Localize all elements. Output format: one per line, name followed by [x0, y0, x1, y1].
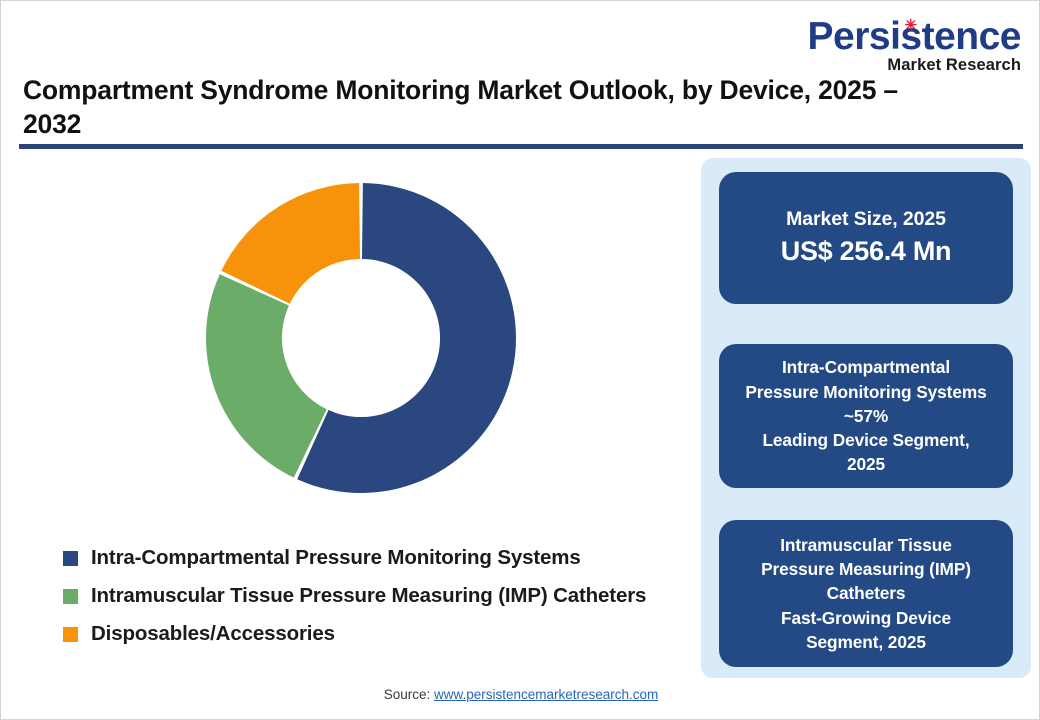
card-fast-growing-line-5: Segment, 2025: [806, 631, 926, 652]
legend-item-intra-compartmental-pressure-monitoring-systems[interactable]: Intra-Compartmental Pressure Monitoring …: [63, 539, 693, 577]
donut-chart-svg: Intra-Compartmental Pressure Monitoring …: [206, 183, 516, 494]
card-fast-growing-segment: Intramuscular Tissue Pressure Measuring …: [719, 520, 1013, 667]
card-leading-segment-year: 2025: [846, 454, 886, 475]
legend-swatch-icon: [63, 550, 78, 566]
card-leading-segment-line-1: Intra-Compartmental: [781, 357, 951, 378]
card-leading-segment-line-4: Leading Device Segment,: [762, 430, 970, 451]
legend-swatch-icon: [63, 626, 78, 642]
brand-logo: ✳ Persistence Market Research: [785, 15, 1022, 75]
legend-item-label: Intra-Compartmental Pressure Monitoring …: [91, 546, 581, 569]
page-title: Compartment Syndrome Monitoring Market O…: [23, 75, 898, 140]
legend-item-label: Intramuscular Tissue Pressure Measuring …: [91, 584, 647, 607]
logo-asterisk-icon: ✳: [904, 17, 918, 34]
card-fast-growing-line-3: Catheters: [826, 583, 906, 604]
card-market-size-label: Market Size, 2025: [786, 208, 946, 231]
logo-wordmark: Persistence: [807, 15, 1022, 58]
legend-swatch-icon: [63, 588, 78, 604]
source-link[interactable]: www.persistencemarketresearch.com: [433, 687, 659, 702]
legend-item-intramuscular-tissue-pressure-measuring-imp-catheters[interactable]: Intramuscular Tissue Pressure Measuring …: [63, 577, 693, 615]
card-leading-segment-share: ~57%: [843, 405, 889, 426]
card-leading-segment: Intra-Compartmental Pressure Monitoring …: [719, 344, 1013, 488]
card-market-size: Market Size, 2025 US$ 256.4 Mn: [719, 172, 1013, 304]
highlights-panel: Market Size, 2025 US$ 256.4 Mn Intra-Com…: [701, 158, 1031, 678]
donut-slice[interactable]: Intramuscular Tissue Pressure Measuring …: [206, 274, 327, 478]
card-leading-segment-line-2: Pressure Monitoring Systems: [745, 381, 987, 402]
chart-legend: Intra-Compartmental Pressure Monitoring …: [63, 539, 693, 653]
legend-item-label: Disposables/Accessories: [91, 622, 335, 645]
donut-chart: Intra-Compartmental Pressure Monitoring …: [19, 153, 691, 553]
donut-slice[interactable]: Intra-Compartmental Pressure Monitoring …: [297, 183, 516, 494]
title-divider: [19, 144, 1023, 149]
donut-slice[interactable]: Disposables/Accessories — 18%: [221, 183, 361, 304]
logo-tagline: Market Research: [887, 56, 1021, 74]
donut-slice-group: Intra-Compartmental Pressure Monitoring …: [206, 183, 516, 494]
legend-item-disposables-accessories[interactable]: Disposables/Accessories: [63, 615, 693, 653]
source-label: Source:: [383, 687, 434, 702]
card-fast-growing-line-4: Fast-Growing Device: [781, 607, 951, 628]
card-fast-growing-line-2: Pressure Measuring (IMP): [761, 559, 971, 580]
card-market-size-value: US$ 256.4 Mn: [780, 235, 952, 266]
source-footer: Source: www.persistencemarketresearch.co…: [1, 687, 1039, 702]
card-fast-growing-line-1: Intramuscular Tissue: [780, 534, 952, 555]
